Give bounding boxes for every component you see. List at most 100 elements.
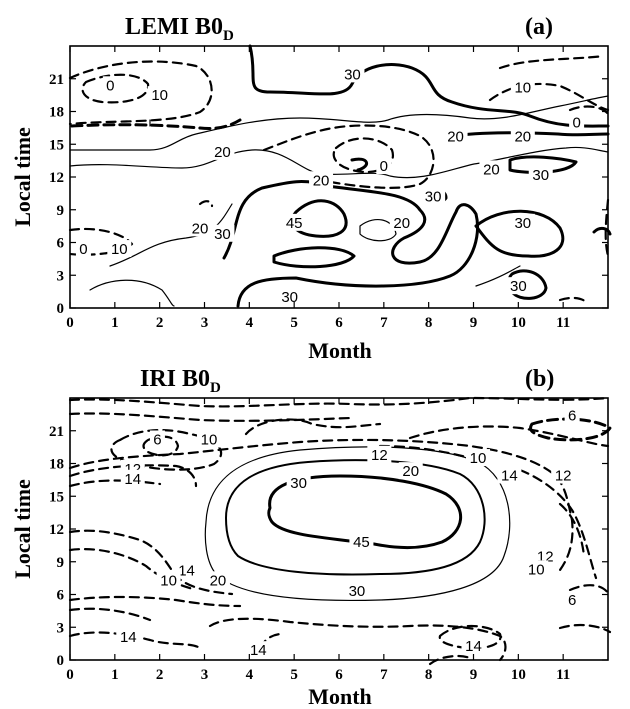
x-tick-label: 2 <box>156 315 164 331</box>
contour-label: 10 <box>514 79 531 96</box>
y-tick-label: 9 <box>57 555 65 571</box>
contour-label-bg <box>277 288 302 306</box>
contour-label: 0 <box>380 158 388 175</box>
contour-label: 20 <box>210 572 227 589</box>
contour-label: 30 <box>510 278 527 295</box>
x-tick-label: 5 <box>290 315 298 331</box>
contour-label-bg <box>116 628 141 646</box>
contour-label: 45 <box>286 215 303 232</box>
y-tick-label: 3 <box>57 268 65 284</box>
contour-label-bg <box>156 571 181 589</box>
x-tick-label: 7 <box>380 315 388 331</box>
x-tick-label: 3 <box>201 315 209 331</box>
contour-label-bg <box>376 157 392 175</box>
contour-label: 0 <box>572 114 580 131</box>
contour-label-bg <box>533 547 558 565</box>
contour-label-bg <box>188 219 213 237</box>
contour-label: 30 <box>532 167 549 184</box>
contour-label-bg <box>398 462 423 480</box>
contour-label-bg <box>205 571 230 589</box>
contour-label: 30 <box>425 189 442 206</box>
contour-label-bg <box>210 142 235 160</box>
contour-label: 14 <box>501 468 518 485</box>
contour-label-bg <box>246 641 271 659</box>
contour-label-bg <box>75 240 91 258</box>
contour-label: 10 <box>160 572 177 589</box>
y-tick-label: 18 <box>49 457 64 473</box>
contour-label-bg <box>349 533 374 551</box>
contour-label-bg <box>309 171 334 189</box>
x-tick-label: 11 <box>556 315 570 331</box>
panel-a-contour-labels: 0 10 30 10 0 20 20 20 0 20 30 20 30 20 30 45 20 30 0 10 30 30 <box>75 65 585 306</box>
y-tick-label: 9 <box>57 203 65 219</box>
contour-label: 12 <box>371 447 388 464</box>
contour-label-bg <box>528 165 553 183</box>
contour-label-bg <box>479 160 504 178</box>
contour-label: 14 <box>120 629 137 646</box>
panel-a-title: LEMI B0D <box>125 14 234 44</box>
panel-b-xticks: 0 1 2 3 4 5 6 7 8 9 10 11 <box>66 398 570 683</box>
contour-label-bg <box>510 127 535 145</box>
y-tick-label: 15 <box>49 137 64 153</box>
contour-label: 20 <box>313 172 330 189</box>
contour-label: 30 <box>214 226 231 243</box>
x-tick-label: 9 <box>470 315 478 331</box>
x-tick-label: 6 <box>335 667 343 683</box>
contour-label: 20 <box>447 129 464 146</box>
x-tick-label: 10 <box>511 315 526 331</box>
contour-label: 10 <box>528 561 545 578</box>
panel-b: IRI B0D (b) <box>10 366 612 709</box>
panel-a: LEMI B0D (a) <box>10 14 612 363</box>
x-tick-label: 1 <box>111 667 119 683</box>
contour-label: 45 <box>353 534 370 551</box>
contour-label-bg <box>120 469 145 487</box>
contour-label: 10 <box>201 431 218 448</box>
contour-label: 20 <box>393 215 410 232</box>
y-tick-label: 0 <box>57 653 65 669</box>
contour-label: 20 <box>192 220 209 237</box>
x-tick-label: 10 <box>511 667 526 683</box>
panel-b-title: IRI B0D <box>140 366 221 396</box>
contour-label: 10 <box>470 450 487 467</box>
panel-b-ylabel: Local time <box>10 479 35 579</box>
contour-label: 6 <box>568 592 576 609</box>
x-tick-label: 3 <box>201 667 209 683</box>
x-tick-label: 0 <box>66 315 74 331</box>
y-tick-label: 0 <box>57 301 65 317</box>
contour-label-bg <box>564 406 580 424</box>
contour-label-bg <box>497 466 522 484</box>
contour-label: 14 <box>465 638 482 655</box>
y-tick-label: 12 <box>49 522 64 538</box>
contour-label: 30 <box>281 289 298 306</box>
contour-label: 14 <box>250 642 267 659</box>
x-tick-label: 2 <box>156 667 164 683</box>
contour-label-bg <box>524 560 549 578</box>
y-tick-label: 6 <box>57 236 65 252</box>
y-tick-label: 18 <box>49 105 64 121</box>
contour-label-bg <box>282 213 307 231</box>
contour-label-bg <box>506 277 531 295</box>
contour-label-bg <box>465 449 490 467</box>
y-tick-label: 15 <box>49 489 64 505</box>
y-tick-label: 6 <box>57 588 65 604</box>
contour-label-bg <box>107 240 132 258</box>
panel-b-yticks: 0 3 6 9 12 15 18 21 <box>49 424 608 669</box>
contour-label: 14 <box>124 471 141 488</box>
contour-label: 6 <box>568 407 576 424</box>
contour-label: 20 <box>514 129 531 146</box>
contour-label: 10 <box>151 87 168 104</box>
y-tick-label: 3 <box>57 620 65 636</box>
contour-label-bg <box>389 213 414 231</box>
contour-label-bg <box>564 590 580 608</box>
contour-label: 20 <box>483 161 500 178</box>
y-tick-label: 21 <box>49 72 64 88</box>
contour-label-bg <box>196 430 221 448</box>
panel-a-xlabel: Month <box>308 338 372 363</box>
x-tick-label: 5 <box>290 667 298 683</box>
contour-label-bg <box>286 474 311 492</box>
contour-label-bg <box>443 127 468 145</box>
contour-label: 30 <box>290 475 307 492</box>
x-tick-label: 4 <box>246 667 254 683</box>
